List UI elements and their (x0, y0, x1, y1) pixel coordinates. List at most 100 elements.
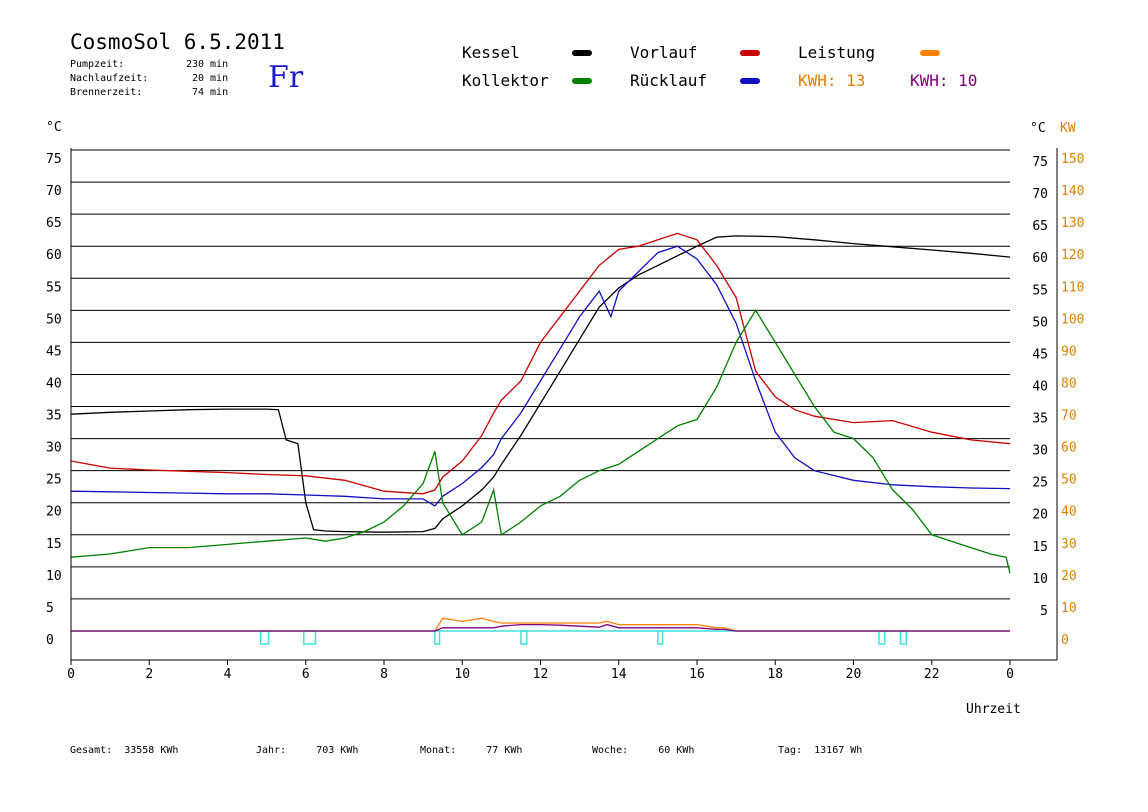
chart-title: CosmoSol 6.5.2011 (70, 30, 285, 54)
kw-tick-label: 60 (1061, 441, 1077, 456)
x-tick-label: 22 (924, 667, 940, 682)
y-right-tick-label: 70 (1032, 187, 1048, 202)
pump-pulse (878, 630, 886, 645)
kw-tick-label: 90 (1061, 344, 1077, 359)
kw-tick-label: 20 (1061, 569, 1077, 584)
pump-pulse (260, 630, 270, 645)
legend-ruecklauf-swatch (740, 78, 760, 84)
chart-series (70, 232, 1011, 632)
y-right-tick-label: 25 (1032, 476, 1048, 491)
y-right-tick-label: 75 (1032, 155, 1048, 170)
kw-tick-label: 0 (1061, 633, 1069, 648)
kw-tick-label: 110 (1061, 280, 1084, 295)
y-tick-label: 15 (46, 537, 62, 552)
y-tick-label: 70 (46, 184, 62, 199)
footer-woche: Woche: 60 KWh (592, 745, 695, 756)
kw-tick-label: 30 (1061, 537, 1077, 552)
y-tick-label: 30 (46, 441, 62, 456)
y-tick-label: 0 (46, 633, 54, 648)
kw-tick-label: 10 (1061, 601, 1077, 616)
legend-vorlauf-swatch (740, 50, 760, 56)
kw-tick-label: 120 (1061, 248, 1084, 263)
y-tick-label: 20 (46, 505, 62, 520)
kw-tick-label: 80 (1061, 376, 1077, 391)
y-tick-label: 25 (46, 473, 62, 488)
legend-vorlauf: Vorlauf (630, 43, 698, 62)
legend-kwh2: KWH: 10 (910, 71, 978, 90)
pump-pulse (657, 630, 664, 645)
y-tick-label: 5 (46, 601, 54, 616)
kw-tick-label: 150 (1061, 152, 1084, 167)
legend-kessel-swatch (572, 50, 592, 56)
y-tick-label: 75 (46, 152, 62, 167)
legend-kollektor-swatch (572, 78, 592, 84)
x-tick-label: 10 (454, 667, 470, 682)
x-tick-label: 4 (224, 667, 232, 682)
y-right-tick-label: 40 (1032, 379, 1048, 394)
footer-jahr: Jahr: 703 KWh (256, 745, 359, 756)
y-tick-label: 65 (46, 216, 62, 231)
x-tick-label: 0 (1006, 667, 1014, 682)
y-right-tick-label: 35 (1032, 412, 1048, 427)
y-right-tick-label: 15 (1032, 540, 1048, 555)
legend-kwh1: KWH: 13 (798, 71, 866, 90)
series-vorlauf (70, 232, 1011, 495)
left-axis-unit: °C (46, 120, 62, 135)
y-right-tick-label: 20 (1032, 508, 1048, 523)
kw-tick-label: 140 (1061, 184, 1084, 199)
legend-leistung: Leistung (798, 43, 876, 62)
right-axis-unit-kw: KW (1060, 121, 1076, 136)
pump-pulse (303, 630, 317, 645)
info-nachlaufzeit: Nachlaufzeit: 20 min (70, 73, 229, 84)
y-tick-label: 35 (46, 409, 62, 424)
info-brennerzeit: Brennerzeit: 74 min (70, 87, 229, 98)
series-kessel (70, 235, 1011, 533)
x-tick-label: 14 (611, 667, 627, 682)
x-tick-label: 20 (846, 667, 862, 682)
x-tick-label: 0 (67, 667, 75, 682)
y-tick-label: 60 (46, 248, 62, 263)
kw-tick-label: 40 (1061, 505, 1077, 520)
series-leistung (71, 617, 1010, 632)
legend-kollektor: Kollektor (462, 71, 549, 90)
footer-tag: Tag: 13167 Wh (778, 745, 863, 756)
tick-labels: 0510152025303540455055606570755101520253… (46, 152, 1084, 682)
kw-tick-label: 50 (1061, 473, 1077, 488)
footer-gesamt: Gesamt: 33558 KWh (70, 745, 179, 756)
right-axis-unit-c: °C (1030, 121, 1046, 136)
y-right-tick-label: 65 (1032, 219, 1048, 234)
legend-ruecklauf: Rücklauf (630, 71, 708, 90)
legend-leistung-swatch (920, 50, 940, 56)
kw-tick-label: 70 (1061, 409, 1077, 424)
y-right-tick-label: 50 (1032, 315, 1048, 330)
chart-grid (71, 149, 1010, 600)
y-tick-label: 50 (46, 312, 62, 327)
series-kollektor (70, 309, 1011, 574)
x-axis-label: Uhrzeit (966, 702, 1021, 717)
y-tick-label: 40 (46, 376, 62, 391)
y-right-tick-label: 30 (1032, 444, 1048, 459)
pump-pulse (434, 630, 441, 645)
y-tick-label: 55 (46, 280, 62, 295)
y-right-tick-label: 5 (1040, 604, 1048, 619)
y-right-tick-label: 60 (1032, 251, 1048, 266)
pump-pulses (71, 630, 1010, 645)
y-tick-label: 45 (46, 344, 62, 359)
pump-pulse (520, 630, 528, 645)
kw-tick-label: 100 (1061, 312, 1084, 327)
x-tick-label: 18 (767, 667, 783, 682)
footer-monat: Monat: 77 KWh (420, 745, 523, 756)
kw-tick-label: 130 (1061, 216, 1084, 231)
y-right-tick-label: 55 (1032, 283, 1048, 298)
chart-axes (70, 148, 1058, 665)
x-tick-label: 6 (302, 667, 310, 682)
pump-pulse (899, 630, 908, 645)
y-tick-label: 10 (46, 569, 62, 584)
weekday-label: Fr (268, 60, 304, 95)
info-pumpzeit: Pumpzeit: 230 min (70, 59, 229, 70)
x-tick-label: 16 (689, 667, 705, 682)
x-tick-label: 2 (145, 667, 153, 682)
y-right-tick-label: 45 (1032, 347, 1048, 362)
series-kwh2 (71, 623, 1010, 632)
